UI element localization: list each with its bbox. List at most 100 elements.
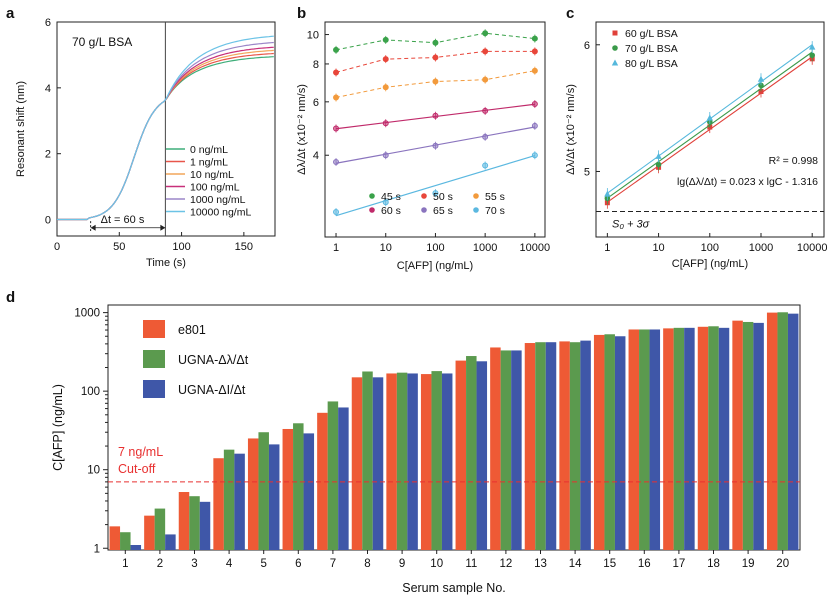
- series-curve-6: [57, 35, 274, 221]
- y-tick-label: 10: [307, 30, 319, 42]
- x-tick-label: 13: [534, 558, 547, 570]
- x-tick-label: 14: [569, 558, 582, 570]
- legend-label: 1000 ng/mL: [190, 194, 246, 206]
- data-point: [482, 107, 489, 114]
- x-tick-label: 8: [364, 558, 370, 570]
- bar-e801-5: [247, 438, 259, 550]
- bar-UGNA-I-t-6: [303, 433, 315, 550]
- bar-UGNA-I-t-11: [476, 361, 488, 550]
- x-axis-label: C[AFP] (ng/mL): [672, 258, 748, 270]
- data-point: [604, 190, 611, 197]
- panel-label-a: a: [6, 5, 15, 22]
- bar-UGNA-t-15: [604, 334, 615, 550]
- y-tick-label: 4: [45, 83, 51, 95]
- panel-label-b: b: [297, 5, 306, 22]
- y-axis-label: Δλ/Δt (x10⁻² nm/s): [565, 84, 577, 175]
- bar-UGNA-t-10: [431, 371, 442, 550]
- x-axis-label: Time (s): [146, 257, 186, 269]
- x-tick-label: 100: [701, 242, 719, 254]
- legend-label: 10000 ng/mL: [190, 207, 251, 219]
- legend-swatch: [143, 320, 165, 338]
- legend-label: 60 g/L BSA: [625, 28, 678, 40]
- panel-d: 1 2 3 4 5 6 7 8 9 10 11 12 13 14 15 16 17 18 19 20110100100…: [51, 304, 801, 595]
- data-point: [531, 48, 538, 55]
- legend-label: 10 ng/mL: [190, 169, 234, 181]
- x-tick-label: 150: [235, 241, 253, 253]
- bar-e801-13: [524, 343, 536, 550]
- legend-label: UGNA-Δλ/Δt: [178, 353, 249, 367]
- bar-UGNA-t-3: [189, 496, 200, 550]
- data-point: [809, 52, 815, 59]
- bar-UGNA-t-18: [708, 326, 719, 550]
- x-tick-label: 5: [260, 558, 266, 570]
- data-point: [382, 152, 389, 159]
- data-point: [382, 199, 389, 206]
- legend-label: 65 s: [433, 205, 453, 217]
- legend-label: 80 g/L BSA: [625, 58, 678, 70]
- x-tick-label: 19: [742, 558, 755, 570]
- bar-e801-15: [593, 334, 605, 550]
- y-tick-label: 10: [87, 465, 100, 477]
- data-point: [333, 94, 340, 101]
- x-tick-label: 2: [157, 558, 163, 570]
- bar-UGNA-I-t-20: [787, 313, 799, 550]
- bar-UGNA-t-12: [500, 350, 512, 550]
- bar-e801-11: [455, 360, 467, 550]
- data-point: [758, 88, 764, 94]
- y-tick-label: 100: [81, 386, 100, 398]
- data-point: [808, 43, 816, 50]
- y-tick-label: 5: [584, 166, 590, 178]
- bar-e801-17: [663, 328, 674, 550]
- y-tick-label: 1000: [74, 308, 100, 320]
- bar-UGNA-t-8: [362, 371, 373, 550]
- legend-label: 70 g/L BSA: [625, 43, 678, 55]
- legend-label: 0 ng/mL: [190, 144, 228, 156]
- bar-e801-20: [766, 312, 778, 550]
- bar-UGNA-t-11: [466, 356, 477, 550]
- x-tick-label: 50: [113, 241, 125, 253]
- cutoff-label-value: 7 ng/mL: [118, 445, 163, 459]
- bar-e801-9: [386, 373, 397, 550]
- x-axis-label: Serum sample No.: [402, 581, 506, 595]
- y-tick-label: 6: [313, 97, 319, 109]
- plot-frame: [107, 304, 801, 551]
- legend-marker: [369, 207, 375, 213]
- bar-e801-3: [178, 492, 190, 550]
- bar-UGNA-I-t-2: [165, 534, 176, 550]
- legend-marker: [611, 59, 619, 66]
- bar-e801-12: [490, 347, 501, 550]
- y-tick-label: 4: [313, 150, 319, 162]
- data-point: [655, 152, 662, 159]
- r-squared: R² = 0.998: [769, 155, 818, 167]
- data-point: [432, 39, 439, 46]
- bar-e801-2: [144, 515, 155, 550]
- x-tick-label: 3: [191, 558, 197, 570]
- data-point: [333, 125, 340, 132]
- x-tick-label: 15: [603, 558, 616, 570]
- legend-label: UGNA-ΔI/Δt: [178, 383, 246, 397]
- x-tick-label: 6: [295, 558, 301, 570]
- x-tick-label: 18: [707, 558, 720, 570]
- data-point: [333, 46, 340, 53]
- x-tick-label: 10: [380, 242, 392, 254]
- bar-UGNA-I-t-10: [441, 373, 453, 550]
- bar-UGNA-I-t-18: [718, 327, 730, 550]
- threshold-label: S₀ + 3σ: [612, 219, 650, 231]
- x-axis-label: C[AFP] (ng/mL): [397, 260, 473, 272]
- bar-UGNA-t-17: [673, 327, 685, 550]
- data-point: [432, 54, 439, 61]
- x-tick-label: 7: [330, 558, 336, 570]
- x-tick-label: 10: [430, 558, 443, 570]
- legend-label: 50 s: [433, 191, 453, 203]
- data-point: [432, 78, 439, 85]
- bar-e801-14: [559, 341, 570, 550]
- y-tick-label: 2: [45, 149, 51, 161]
- bar-UGNA-I-t-12: [511, 350, 522, 550]
- y-tick-label: 8: [313, 59, 319, 71]
- x-tick-label: 17: [673, 558, 686, 570]
- bar-UGNA-I-t-16: [649, 329, 661, 550]
- bar-e801-4: [213, 458, 224, 550]
- x-tick-label: 16: [638, 558, 651, 570]
- data-point: [432, 190, 439, 197]
- panel-a: 0 50 100 150 0 2 4 6 Time (s) Resonant shift (nm)…: [15, 17, 276, 269]
